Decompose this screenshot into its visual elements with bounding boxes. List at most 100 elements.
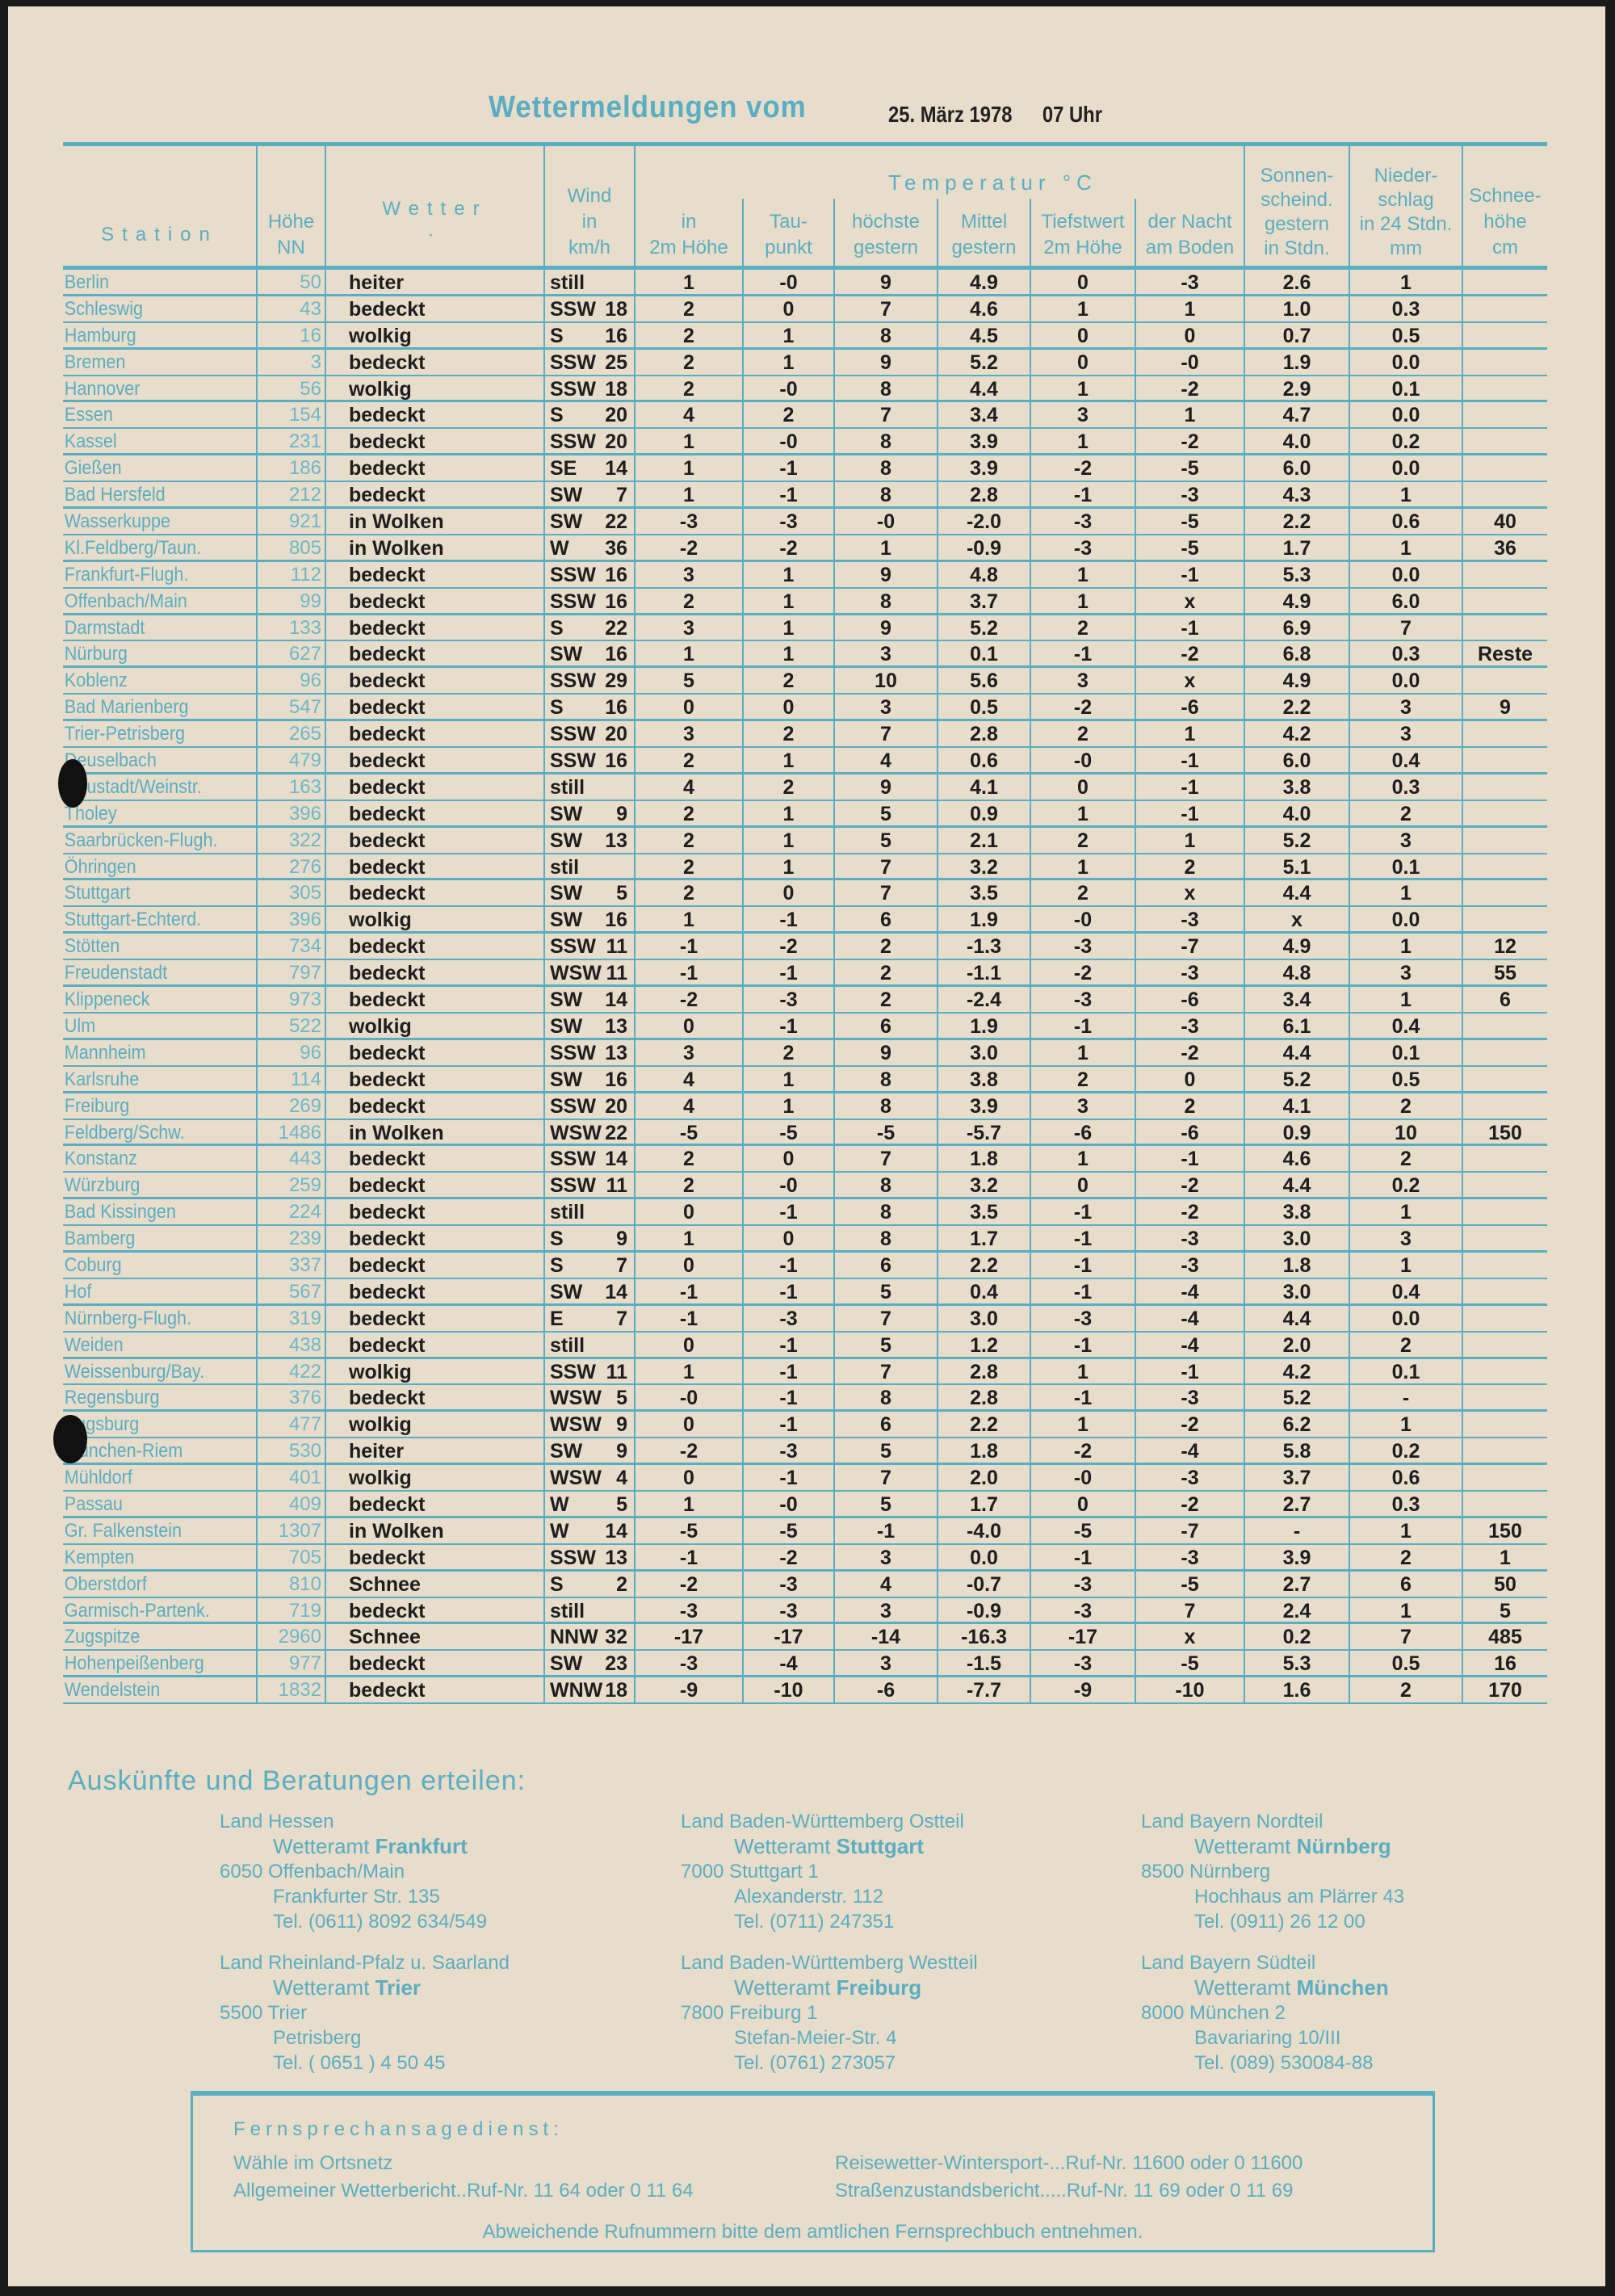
sonnenschein-value: 4.6 [1244,1146,1349,1172]
wind: SW 14 [543,987,634,1012]
column-header-line: 2m Höhe [649,237,728,258]
taupunkt-value: 1 [742,827,833,853]
wind-direction: SE [550,457,577,481]
table-row: Kempten 705 bedeckt SSW 13 -1 -2 3 0.0 -1 -3 3.9 2 1 [63,1544,1547,1572]
office-region: Land Baden-Württemberg Westteil [681,1952,978,1974]
schneehoehe-value: 12 [1462,934,1547,959]
wind: SW 7 [543,482,634,506]
taupunkt-value: 0 [742,296,833,321]
schneehoehe-value [1462,800,1547,825]
station-name: Deuselbach [64,749,157,772]
nacht-boden-value: -3 [1135,1013,1244,1038]
station-elevation: 705 [256,1544,325,1569]
sonnenschein-value: 5.3 [1244,561,1349,587]
page-title: Wettermeldungen vom [489,90,807,124]
station-elevation: 376 [256,1385,325,1410]
wind: still [543,1332,634,1357]
tiefstwert-value: 2 [1030,880,1135,906]
temp-2m-value: -2 [634,535,742,560]
column-header-line: Wind [567,185,612,207]
schneehoehe-value [1462,296,1547,321]
weather-condition: in Wolken [325,1119,543,1144]
weather-condition: bedeckt [325,588,543,613]
station-elevation: 422 [256,1358,325,1384]
schneehoehe-value [1462,1199,1547,1225]
weather-condition: bedeckt [325,934,543,959]
wind-speed: 13 [605,829,627,852]
niederschlag-value: 0.0 [1349,349,1462,375]
schneehoehe-value [1462,721,1547,747]
column-header-station: Station [63,146,256,266]
wind: still [543,270,634,294]
schneehoehe-value [1462,1385,1547,1410]
wind-speed: 11 [606,962,627,985]
phone-service-general: Allgemeiner Wetterbericht..Ruf-Nr. 11 64… [233,2180,694,2202]
table-row: Weiden 438 bedeckt still 0 -1 5 1.2 -1 -4 2.0 2 [63,1332,1547,1359]
wind-speed: 9 [616,1228,627,1251]
column-header-line: schlag [1378,189,1434,211]
sonnenschein-value: 5.1 [1244,854,1349,879]
niederschlag-value: 3 [1349,827,1462,853]
weather-condition: bedeckt [325,854,543,879]
tiefstwert-value: -1 [1030,482,1135,506]
niederschlag-value: 10 [1349,1119,1462,1144]
schneehoehe-value [1462,1173,1547,1198]
station-name: Ulm [64,1014,96,1037]
office-phone: Tel. (0761) 273057 [734,2052,896,2074]
temp-2m-value: 0 [634,695,742,719]
station-elevation: 112 [256,561,325,587]
wind-speed: 16 [605,909,627,932]
punch-hole [53,1415,87,1463]
hoechste-value: 2 [833,960,937,984]
sonnenschein-value: 6.0 [1244,455,1349,481]
station-name: Mühldorf [64,1467,132,1489]
station-name: Mannheim [64,1041,146,1064]
wind: NNW 32 [543,1624,634,1650]
station-name: Regensburg [64,1387,160,1409]
column-header-wetter: Wetter · [325,146,543,266]
schneehoehe-value: 40 [1462,509,1547,534]
table-row: Mannheim 96 bedeckt SSW 13 3 2 9 3.0 1 -2 4.4 0.1 [63,1039,1547,1067]
table-row: Passau 409 bedeckt W 5 1 -0 5 1.7 0 -2 2.7 0.3 [63,1491,1547,1518]
sonnenschein-value: 6.0 [1244,748,1349,772]
mittel-value: 1.7 [937,1491,1030,1516]
weather-condition: bedeckt [325,827,543,853]
niederschlag-value: 0.0 [1349,455,1462,481]
station-name: Saarbrücken-Flugh. [64,829,218,851]
wind-speed: 20 [605,723,627,746]
station-name: Oberstdorf [64,1572,147,1595]
hoechste-value: 5 [833,1278,937,1303]
column-header-line: Schnee- [1469,185,1542,207]
station-elevation: 547 [256,695,325,720]
station-elevation: 479 [256,748,325,772]
nacht-boden-value: x [1135,588,1244,613]
station-elevation: 530 [256,1438,325,1463]
wind-direction: W [550,1492,569,1516]
wind-direction: S [550,1228,564,1251]
mittel-value: 2.8 [937,1358,1030,1384]
hoechste-value: 6 [833,1412,937,1438]
sonnenschein-value: 4.2 [1244,721,1349,747]
temp-2m-value: 2 [634,800,742,825]
temperature-group-header: Temperatur °C [888,170,1097,195]
table-row: Konstanz 443 bedeckt SSW 14 2 0 7 1.8 1 -1 4.6 2 [63,1146,1547,1173]
niederschlag-value: 0.2 [1349,429,1462,453]
tiefstwert-value: 0 [1030,322,1135,347]
tiefstwert-value: 0 [1030,1173,1135,1197]
table-row: Berlin 50 heiter still 1 -0 9 4.9 0 -3 2.6 1 [63,270,1547,296]
tiefstwert-value: -1 [1030,1199,1135,1225]
weather-condition: bedeckt [325,1278,543,1303]
sonnenschein-value: 4.4 [1244,1173,1349,1197]
taupunkt-value: -1 [742,1465,833,1490]
office-region: Land Rheinland-Pfalz u. Saarland [220,1952,510,1974]
niederschlag-value: 0.1 [1349,854,1462,879]
weather-condition: heiter [325,1438,543,1463]
column-header-taupunkt: Tau-punkt [742,199,833,266]
sonnenschein-value: 5.3 [1244,1651,1349,1675]
wind-direction: SSW [550,1360,596,1383]
schneehoehe-value [1462,1491,1547,1516]
weather-condition: bedeckt [325,1491,543,1516]
mittel-value: 0.9 [937,800,1030,825]
tiefstwert-value: 2 [1030,827,1135,853]
